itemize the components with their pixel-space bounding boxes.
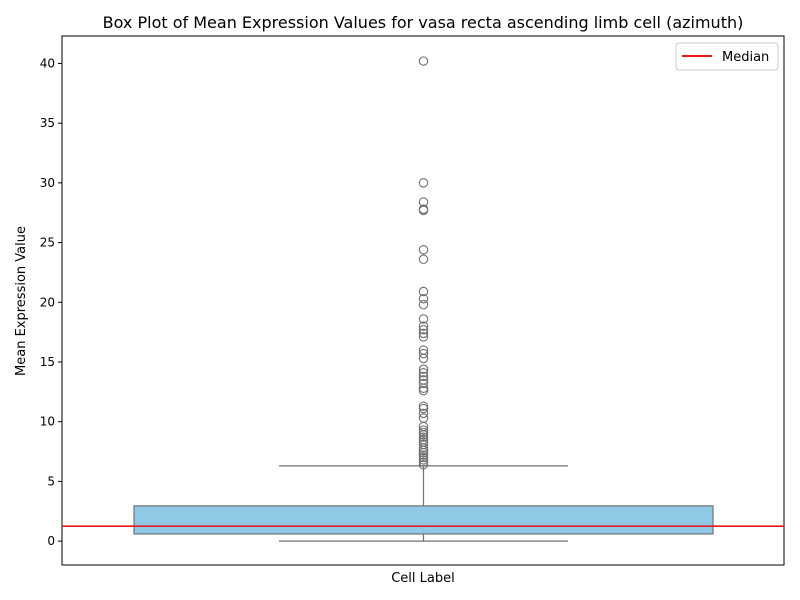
outlier-point [418,254,429,265]
x-axis-label: Cell Label [391,571,455,586]
outlier-point [418,345,429,355]
y-tick-label: 5 [47,474,55,488]
outlier-point [418,375,429,385]
outlier-point [418,364,429,374]
outlier-point [418,293,429,304]
outlier-point [418,178,429,188]
outlier-point [418,348,429,359]
y-tick-label: 20 [40,295,55,309]
outlier-point [418,432,429,442]
iqr-box [133,505,714,535]
outlier-point [418,328,429,339]
outlier-point [418,353,429,364]
outlier-point [418,401,429,411]
legend: Median [675,42,779,71]
outlier-point [418,286,429,297]
outlier-point [418,321,429,331]
plot-area [61,35,785,566]
outlier-point [418,452,429,463]
outlier-point [418,197,429,207]
y-tick-label: 15 [40,355,55,369]
outlier-point [418,56,429,66]
outlier-point [418,437,429,447]
outlier-point [418,403,429,414]
outlier-point [418,427,429,438]
outlier-point [418,367,429,378]
outlier-point [418,457,429,468]
plot-frame [61,35,785,566]
outlier-point [418,332,429,342]
outlier-point [418,450,429,460]
outlier-point [418,408,429,419]
legend-median-label: Median [722,50,769,65]
outlier-point [418,378,429,389]
outlier-point [418,434,429,445]
y-axis-label: Mean Expression Value [14,226,29,376]
y-tick-label: 25 [40,236,55,250]
outlier-point [418,459,429,470]
chart-title: Box Plot of Mean Expression Values for v… [103,13,744,32]
outlier-point [418,439,429,450]
outlier-point [418,314,429,324]
y-tick-label: 0 [47,534,55,548]
outlier-point [418,371,429,382]
outlier-point [418,455,429,465]
y-tick-label: 10 [40,415,55,429]
outlier-point [418,204,429,214]
y-tick-label: 30 [40,176,55,190]
outlier-point [418,325,429,335]
y-axis: 0 5 10 15 20 25 30 35 40 [40,56,62,548]
outlier-point [418,244,429,255]
outlier-point [418,385,429,396]
outlier-point [418,413,429,423]
legend-box [675,42,779,71]
chart-marks [62,56,784,542]
outlier-point [418,425,429,435]
y-tick-label: 40 [40,56,55,70]
y-tick-label: 35 [40,116,55,130]
outlier-point [418,299,429,310]
